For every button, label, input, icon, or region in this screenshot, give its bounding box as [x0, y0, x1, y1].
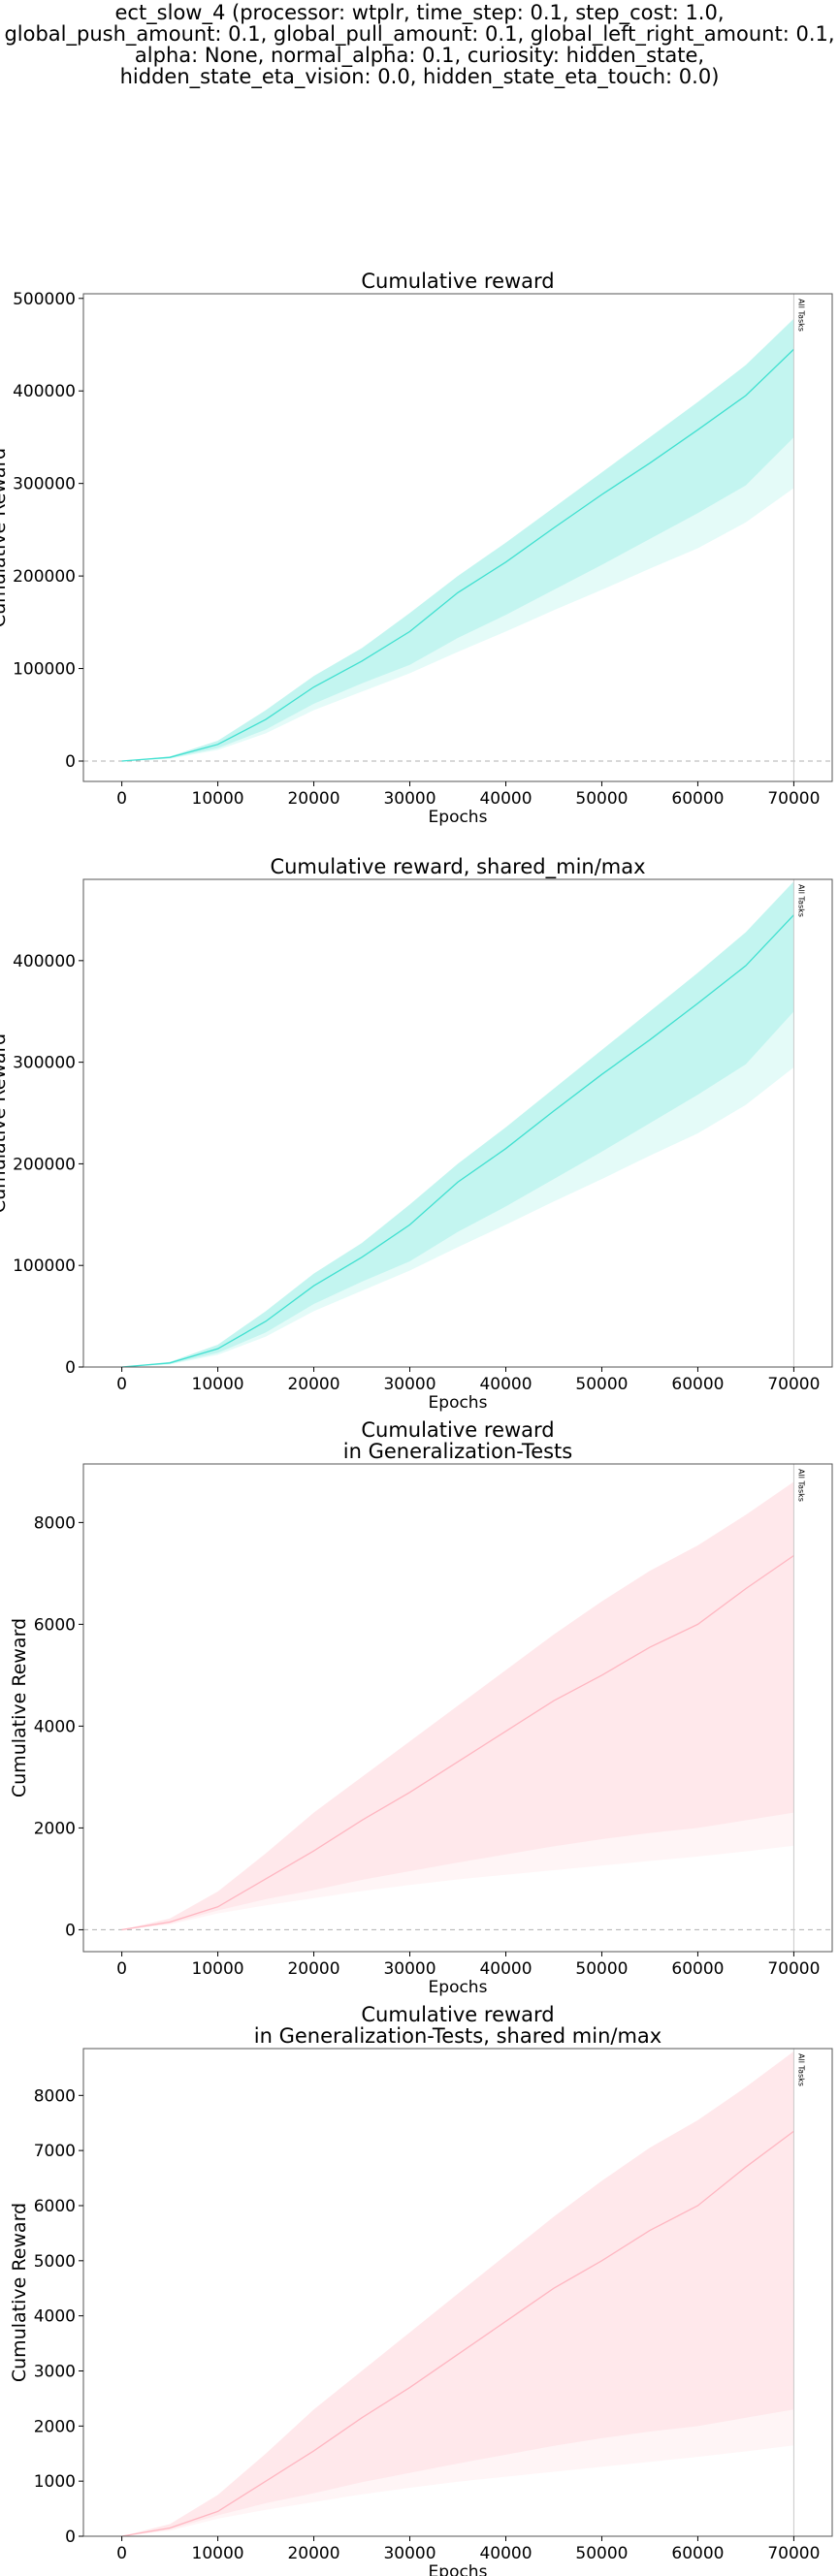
x-tick-label: 40000 — [479, 1375, 532, 1394]
chart-panel: All Tasks 0 10000 20000 30000 40000 50000 60000… — [0, 270, 833, 827]
x-tick-label: 40000 — [479, 2544, 532, 2563]
mean-line — [121, 914, 794, 1368]
x-tick-label: 20000 — [287, 2544, 339, 2563]
mean-line — [121, 1554, 794, 1931]
y-tick-label: 6000 — [34, 1615, 76, 1635]
x-tick-label: 50000 — [575, 2544, 628, 2563]
x-tick-label: 70000 — [767, 1959, 820, 1979]
figure-title-line: hidden_state_eta_vision: 0.0, hidden_sta… — [119, 65, 720, 88]
y-tick-label: 4000 — [34, 1717, 76, 1736]
y-tick-label: 2000 — [34, 1819, 76, 1838]
x-tick-label: 0 — [116, 789, 127, 809]
x-axis-label: Epochs — [429, 808, 488, 827]
figure-title-line: alpha: None, normal_alpha: 0.1, curiosit… — [134, 44, 705, 67]
y-tick-label: 7000 — [34, 2142, 76, 2161]
y-tick-label: 8000 — [34, 2086, 76, 2106]
min-max-band — [121, 881, 794, 1367]
chart-title: Cumulative reward — [361, 270, 554, 293]
y-tick-label: 0 — [65, 1921, 76, 1940]
y-axis-label: Cumulative Reward — [0, 1034, 10, 1213]
x-tick-label: 60000 — [671, 1375, 724, 1394]
mean-line — [121, 348, 794, 762]
figure-title: ect_slow_4 (processor: wtplr, time_step:… — [0, 2, 839, 87]
x-tick-label: 40000 — [479, 789, 532, 809]
y-tick-label: 400000 — [13, 952, 76, 971]
task-marker-label: All Tasks — [796, 1469, 805, 1502]
chart-title: in Generalization-Tests — [343, 1440, 572, 1463]
figure-title-line: global_push_amount: 0.1, global_pull_amo… — [4, 22, 835, 46]
x-tick-label: 0 — [116, 1375, 127, 1394]
y-tick-label: 8000 — [34, 1513, 76, 1533]
x-tick-label: 30000 — [383, 2544, 436, 2563]
x-tick-label: 20000 — [287, 789, 339, 809]
x-tick-label: 70000 — [767, 2544, 820, 2563]
y-axis-label: Cumulative Reward — [9, 1618, 30, 1797]
plot-frame — [82, 878, 833, 1368]
x-tick-label: 70000 — [767, 1375, 820, 1394]
y-tick-label: 300000 — [13, 475, 76, 494]
y-tick-label: 1000 — [34, 2472, 76, 2492]
y-tick-label: 500000 — [13, 290, 76, 309]
plot-frame — [82, 293, 833, 782]
min-max-band — [121, 318, 794, 762]
figure-title-line: ect_slow_4 (processor: wtplr, time_step:… — [114, 1, 725, 24]
x-tick-label: 50000 — [575, 1375, 628, 1394]
x-tick-label: 10000 — [192, 1375, 244, 1394]
y-axis-label: Cumulative Reward — [0, 448, 10, 627]
x-tick-label: 60000 — [671, 2544, 724, 2563]
x-tick-label: 10000 — [192, 2544, 244, 2563]
chart-title: in Generalization-Tests, shared min/max — [254, 2024, 662, 2048]
x-tick-label: 30000 — [383, 1959, 436, 1979]
x-tick-label: 30000 — [383, 1375, 436, 1394]
y-tick-label: 300000 — [13, 1054, 76, 1073]
task-marker-label: All Tasks — [796, 2053, 805, 2086]
y-tick-label: 400000 — [13, 382, 76, 401]
y-tick-label: 0 — [65, 1358, 76, 1378]
chart-title: Cumulative reward, shared_min/max — [270, 855, 645, 879]
x-tick-label: 60000 — [671, 789, 724, 809]
y-tick-label: 6000 — [34, 2197, 76, 2216]
std-band — [121, 1481, 794, 1930]
x-axis-label: Epochs — [429, 2562, 488, 2576]
y-tick-label: 100000 — [13, 660, 76, 680]
y-tick-label: 200000 — [13, 1155, 76, 1174]
y-tick-label: 100000 — [13, 1256, 76, 1276]
x-tick-label: 40000 — [479, 1959, 532, 1979]
mean-line — [121, 2130, 794, 2537]
x-tick-label: 70000 — [767, 789, 820, 809]
task-marker-label: All Tasks — [796, 884, 805, 917]
x-tick-label: 20000 — [287, 1959, 339, 1979]
y-tick-label: 2000 — [34, 2417, 76, 2436]
chart-title: Cumulative reward — [361, 1418, 554, 1442]
y-tick-label: 5000 — [34, 2252, 76, 2272]
y-tick-label: 200000 — [13, 567, 76, 587]
x-tick-label: 50000 — [575, 789, 628, 809]
x-tick-label: 0 — [116, 2544, 127, 2563]
x-tick-label: 10000 — [192, 789, 244, 809]
plot-frame — [82, 2048, 833, 2537]
chart-title: Cumulative reward — [361, 2003, 554, 2026]
task-marker-label: All Tasks — [796, 299, 805, 332]
x-tick-label: 30000 — [383, 789, 436, 809]
x-tick-label: 10000 — [192, 1959, 244, 1979]
min-max-band — [121, 1481, 794, 1930]
chart-panel: All Tasks 0 10000 20000 30000 40000 50000 60000… — [0, 855, 833, 1413]
y-tick-label: 3000 — [34, 2362, 76, 2381]
plot-frame — [82, 1463, 833, 1953]
x-axis-label: Epochs — [429, 1393, 488, 1413]
x-tick-label: 20000 — [287, 1375, 339, 1394]
x-tick-label: 50000 — [575, 1959, 628, 1979]
x-tick-label: 0 — [116, 1959, 127, 1979]
y-axis-label: Cumulative Reward — [9, 2203, 30, 2382]
x-tick-label: 60000 — [671, 1959, 724, 1979]
y-tick-label: 0 — [65, 2528, 76, 2547]
min-max-band — [121, 2051, 794, 2536]
std-band — [121, 2051, 794, 2536]
y-tick-label: 4000 — [34, 2307, 76, 2327]
y-tick-label: 0 — [65, 752, 76, 772]
x-axis-label: Epochs — [429, 1978, 488, 1997]
